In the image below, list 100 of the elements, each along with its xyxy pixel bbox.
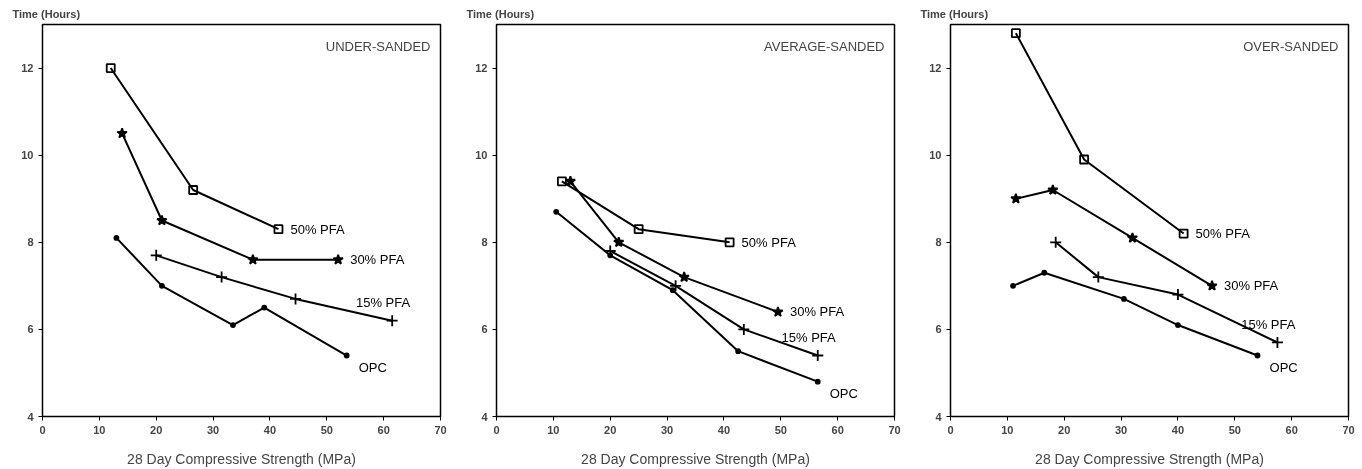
point: [113, 235, 120, 241]
point: [1049, 235, 1063, 249]
y-tick-label: 6: [935, 323, 942, 336]
x-tick-label: 10: [547, 423, 560, 436]
point: [633, 224, 644, 235]
series-label: 50% PFA: [290, 221, 345, 237]
series-label: 30% PFA: [1224, 278, 1279, 294]
y-tick-label: 12: [475, 62, 488, 75]
point: [343, 352, 350, 359]
y-axis-title: Time (Hours): [12, 7, 81, 20]
point: [735, 348, 742, 355]
y-tick-label: 10: [475, 149, 488, 162]
x-tick-label: 50: [1228, 423, 1241, 436]
x-tick-label: 60: [1285, 423, 1298, 436]
x-tick-label: 30: [660, 423, 674, 436]
point: [1254, 352, 1261, 359]
point: [289, 292, 302, 306]
x-tick-label: 40: [263, 423, 277, 436]
point: [105, 63, 116, 73]
point: [1047, 184, 1059, 195]
series-label: OPC: [829, 386, 858, 402]
series-label: OPC: [1269, 360, 1298, 376]
x-tick-label: 0: [493, 423, 500, 436]
y-tick-label: 8: [481, 236, 488, 249]
series-label: 50% PFA: [1195, 226, 1251, 242]
point: [1271, 336, 1284, 349]
x-tick-label: 10: [93, 423, 106, 436]
x-tick-label: 70: [888, 423, 901, 436]
point: [215, 270, 228, 284]
point: [1091, 270, 1105, 284]
x-tick-label: 30: [206, 423, 220, 436]
point: [772, 306, 784, 317]
point: [1010, 28, 1021, 39]
series-label: OPC: [358, 360, 387, 376]
x-tick-label: 40: [1171, 423, 1185, 436]
point: [188, 185, 199, 195]
series-label: 30% PFA: [789, 304, 845, 320]
point: [159, 282, 165, 289]
x-tick-label: 70: [434, 423, 447, 436]
x-tick-label: 60: [377, 423, 390, 436]
y-tick-label: 4: [481, 410, 489, 423]
y-tick-label: 12: [21, 62, 34, 75]
point: [814, 378, 821, 385]
point: [811, 349, 825, 362]
point: [385, 314, 399, 328]
point: [678, 271, 690, 283]
point: [273, 224, 284, 235]
series-label: 30% PFA: [350, 252, 405, 268]
x-tick-label: 70: [1342, 423, 1355, 436]
y-tick-label: 12: [929, 62, 942, 75]
x-axis-title: 28 Day Compressive Strength (MPa): [581, 450, 810, 467]
point: [669, 279, 682, 293]
point: [230, 322, 236, 328]
y-tick-label: 6: [481, 323, 488, 336]
y-axis-title: Time (Hours): [466, 7, 535, 20]
point: [116, 127, 128, 139]
y-axis-title: Time (Hours): [920, 7, 989, 20]
y-tick-label: 6: [27, 323, 34, 336]
point: [724, 237, 735, 248]
text: AVERAGE-SANDED: [764, 38, 885, 54]
y-tick-label: 10: [929, 149, 942, 162]
point: [156, 214, 168, 226]
y-tick-label: 4: [935, 410, 943, 423]
point: [1079, 154, 1090, 165]
x-tick-label: 50: [774, 423, 787, 436]
point: [1171, 288, 1185, 301]
point: [1178, 228, 1189, 239]
x-tick-label: 30: [1114, 423, 1128, 436]
point: [247, 253, 259, 265]
y-tick-label: 4: [27, 410, 35, 423]
x-tick-label: 20: [1058, 423, 1071, 436]
series-label: 50% PFA: [741, 234, 797, 250]
point: [261, 304, 268, 311]
text: OVER-SANDED: [1243, 38, 1339, 54]
series-label: 15% PFA: [781, 330, 837, 346]
point: [553, 208, 560, 215]
x-tick-label: 60: [831, 423, 844, 436]
x-axis-title: 28 Day Compressive Strength (MPa): [127, 450, 356, 467]
y-tick-label: 8: [935, 236, 942, 249]
point: [607, 252, 614, 259]
x-tick-label: 0: [39, 423, 46, 436]
point: [1010, 282, 1016, 289]
point: [1126, 232, 1139, 243]
text: UNDER-SANDED: [325, 38, 431, 54]
y-tick-label: 8: [27, 236, 34, 249]
point: [1010, 192, 1022, 204]
x-axis-title: 28 Day Compressive Strength (MPa): [1035, 450, 1264, 467]
point: [1175, 322, 1181, 328]
point: [613, 236, 625, 248]
point: [669, 287, 676, 294]
x-tick-label: 50: [320, 423, 333, 436]
point: [1206, 279, 1218, 291]
x-tick-label: 20: [150, 423, 163, 436]
point: [1121, 296, 1127, 302]
series-label: 15% PFA: [1241, 316, 1296, 332]
x-tick-label: 10: [1001, 423, 1014, 436]
point: [149, 248, 163, 262]
x-tick-label: 20: [604, 423, 617, 436]
x-tick-label: 40: [717, 423, 731, 436]
x-tick-label: 0: [947, 423, 954, 436]
